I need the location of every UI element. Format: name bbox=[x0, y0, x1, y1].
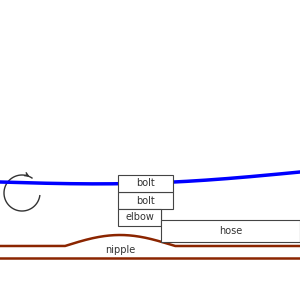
Text: elbow: elbow bbox=[125, 212, 154, 223]
Bar bbox=[118, 192, 173, 209]
Bar bbox=[118, 175, 173, 192]
Text: nipple: nipple bbox=[105, 245, 135, 255]
Bar bbox=[161, 220, 300, 242]
Text: bolt: bolt bbox=[136, 196, 155, 206]
Text: bolt: bolt bbox=[136, 178, 155, 188]
Text: hose: hose bbox=[219, 226, 242, 236]
Bar bbox=[118, 209, 161, 226]
